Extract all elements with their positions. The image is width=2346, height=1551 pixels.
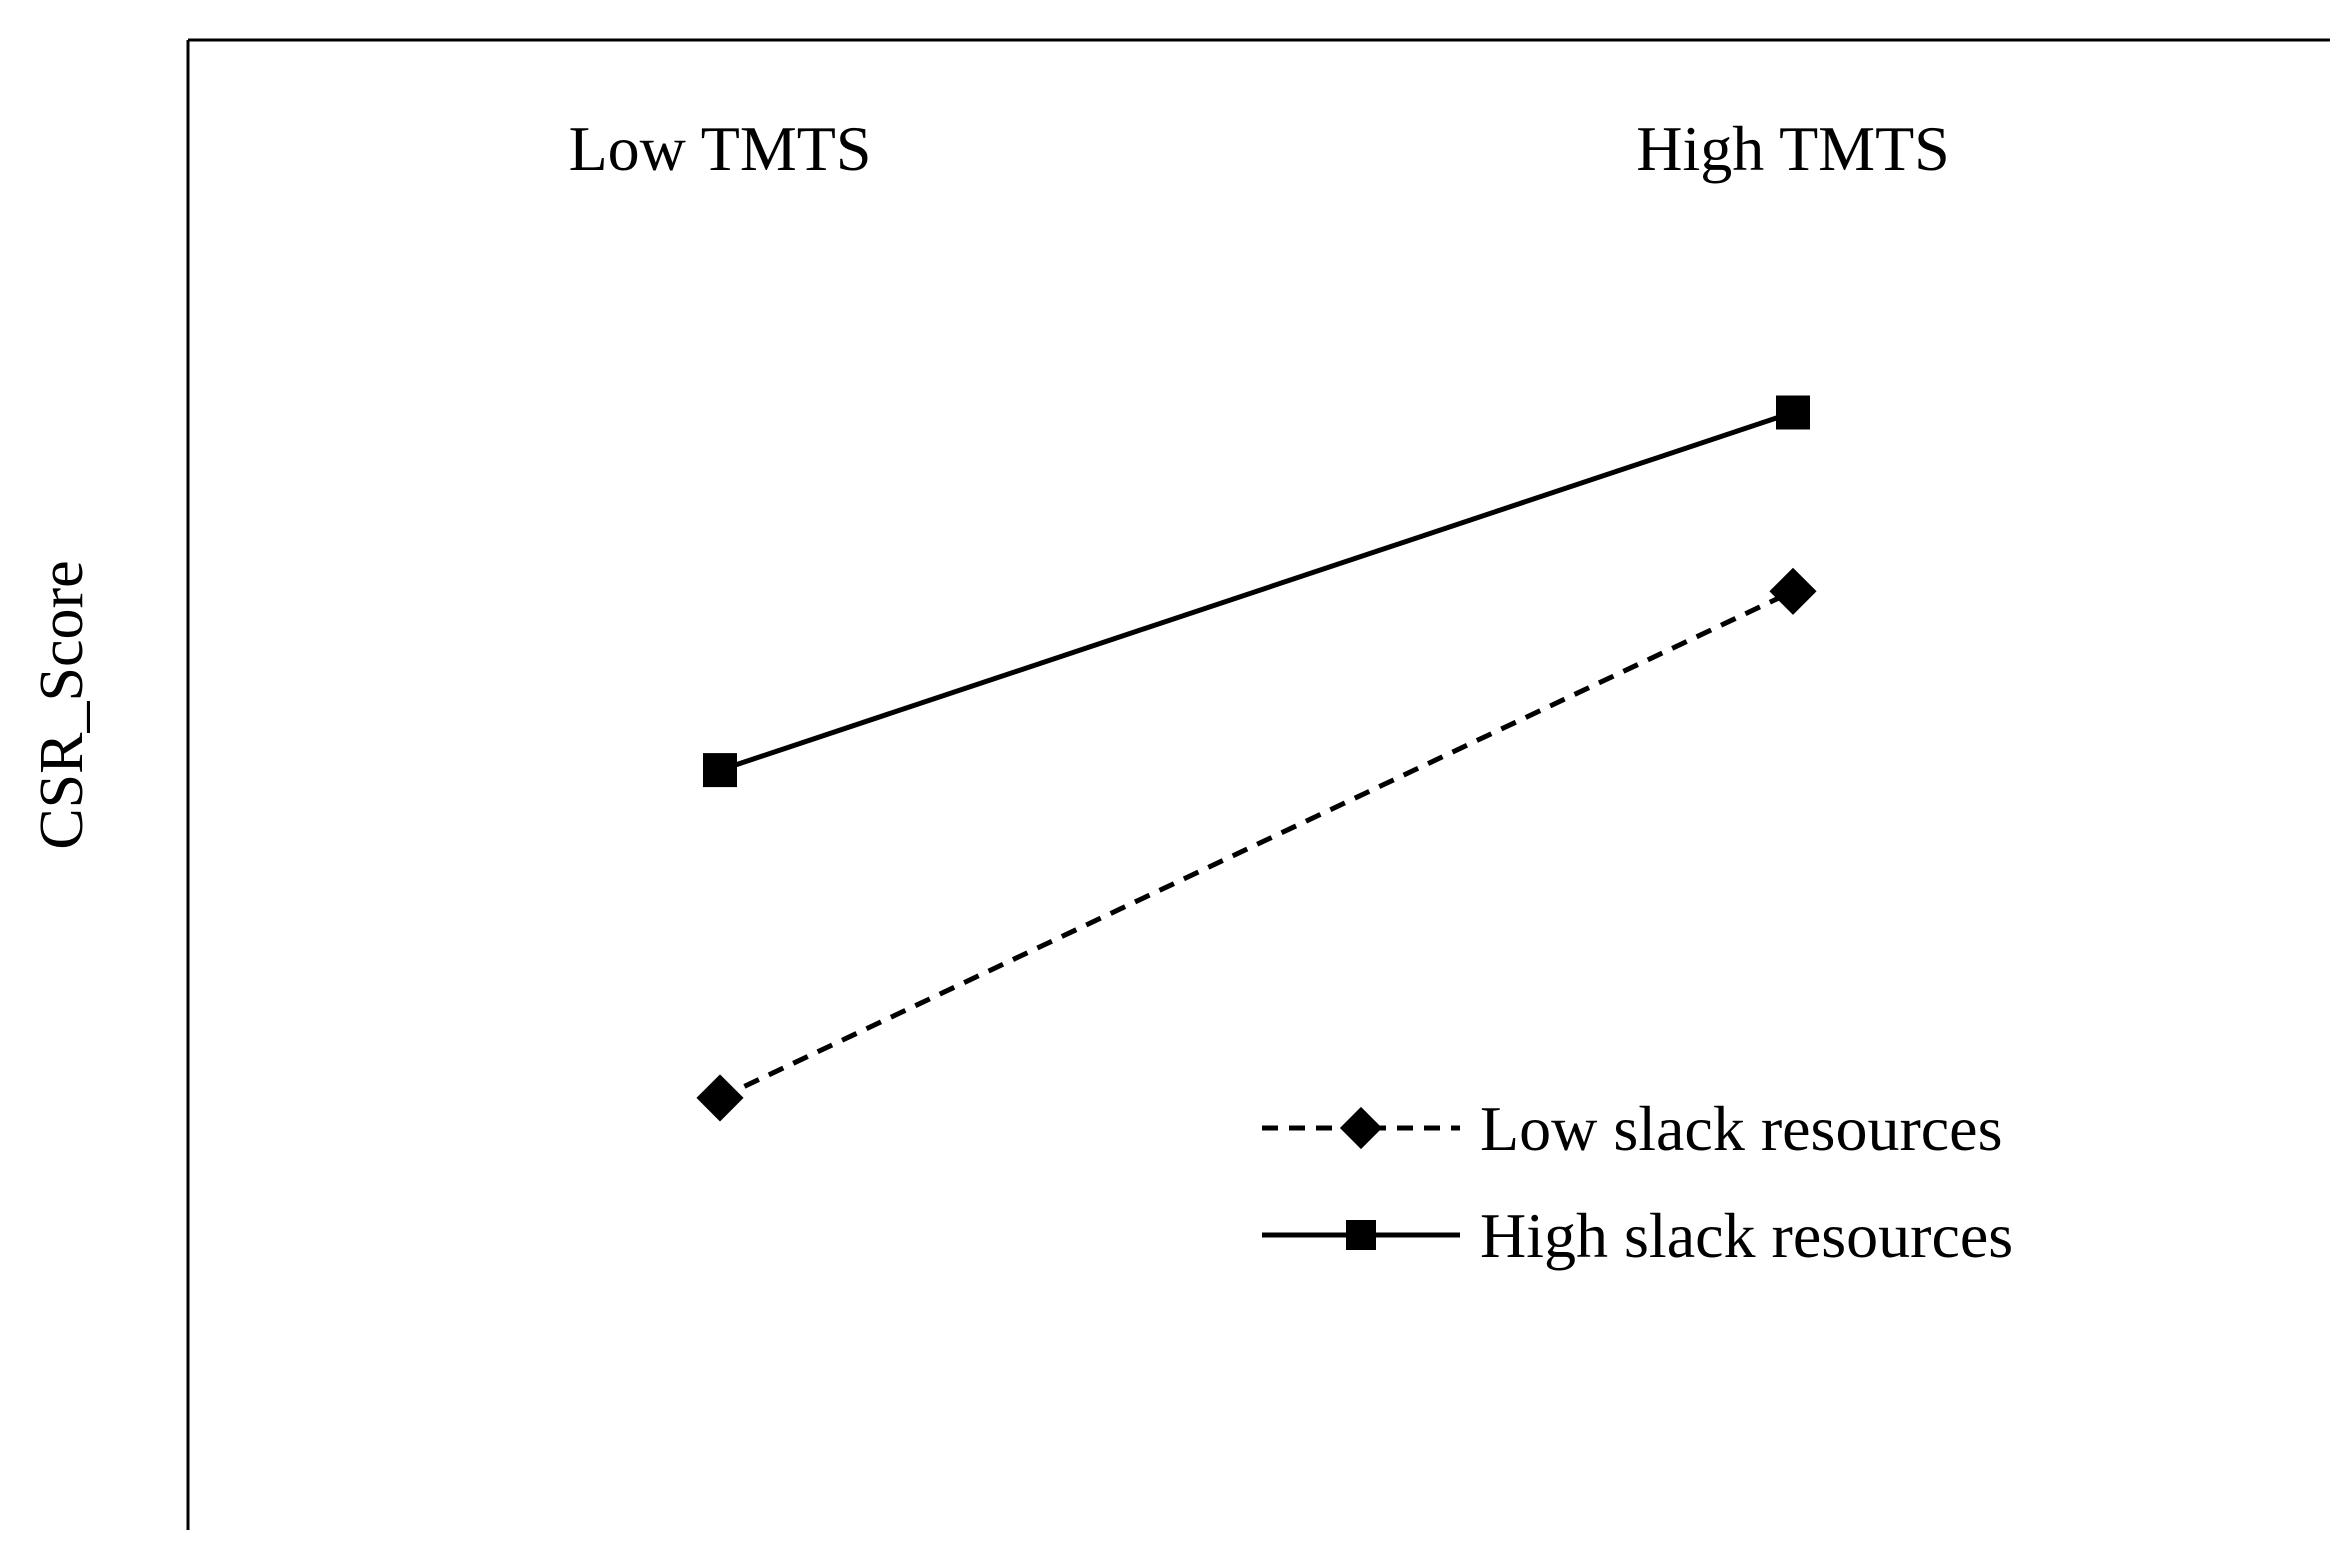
legend-label: Low slack resources — [1480, 1093, 2002, 1164]
data-point — [696, 1074, 744, 1122]
data-point — [703, 753, 737, 788]
axes — [186, 38, 2330, 1530]
legend-swatch-marker — [1339, 1106, 1383, 1150]
legend-label: High slack resources — [1480, 1200, 2013, 1271]
y-axis-label: CSR_Score — [28, 560, 96, 849]
series-low-slack — [696, 567, 1817, 1122]
category-label: High TMTS — [1636, 113, 1950, 184]
category-labels: Low TMTS High TMTS — [569, 113, 1950, 184]
legend: Low slack resources High slack resources — [1262, 1093, 2013, 1271]
series-line — [718, 589, 1795, 1101]
legend-swatch-marker — [1346, 1220, 1376, 1250]
data-point — [1769, 567, 1817, 615]
series-line — [719, 410, 1794, 773]
data-point — [1776, 395, 1810, 430]
legend-item: High slack resources — [1262, 1200, 2013, 1271]
category-label: Low TMTS — [569, 113, 872, 184]
series-layer — [696, 395, 1817, 1122]
series-high-slack — [703, 395, 1810, 788]
legend-item: Low slack resources — [1262, 1093, 2002, 1164]
